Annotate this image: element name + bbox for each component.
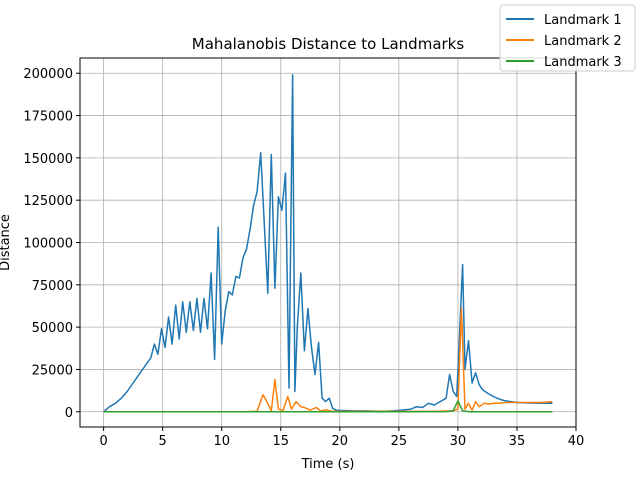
- legend: Landmark 1 Landmark 2 Landmark 3: [499, 4, 636, 72]
- x-tick-label: 40: [568, 434, 585, 449]
- x-tick-label: 10: [213, 434, 230, 449]
- y-tick-label: 200000: [23, 67, 73, 82]
- axis-ticks: 0 5 10 15 20 25 30 35 40 0 25000 50000 75000 100000 12…: [23, 67, 584, 449]
- grid: [80, 58, 577, 427]
- y-tick-label: 25000: [32, 363, 73, 378]
- y-axis-label: Distance: [0, 214, 13, 271]
- x-tick-label: 15: [272, 434, 289, 449]
- y-tick-label: 75000: [32, 279, 73, 294]
- y-tick-label: 175000: [23, 110, 73, 125]
- legend-label: Landmark 1: [544, 13, 622, 28]
- x-tick-label: 35: [509, 434, 526, 449]
- chart-title: Mahalanobis Distance to Landmarks: [192, 35, 465, 53]
- x-tick-label: 0: [99, 434, 107, 449]
- x-tick-label: 30: [450, 434, 467, 449]
- series-line-2: [103, 307, 553, 413]
- y-tick-label: 125000: [23, 194, 73, 209]
- x-tick-label: 25: [391, 434, 408, 449]
- legend-box: [499, 4, 636, 72]
- series-lines: [103, 74, 553, 413]
- y-tick-label: 150000: [23, 152, 73, 167]
- legend-label: Landmark 2: [544, 34, 622, 49]
- y-tick-label: 50000: [32, 321, 73, 336]
- y-tick-label: 0: [65, 406, 73, 421]
- legend-label: Landmark 3: [544, 55, 622, 70]
- x-tick-label: 20: [332, 434, 349, 449]
- x-tick-label: 5: [159, 434, 167, 449]
- series-line-3: [103, 400, 553, 413]
- y-tick-label: 100000: [23, 237, 73, 252]
- series-line-1: [103, 74, 553, 413]
- x-axis-label: Time (s): [301, 457, 355, 472]
